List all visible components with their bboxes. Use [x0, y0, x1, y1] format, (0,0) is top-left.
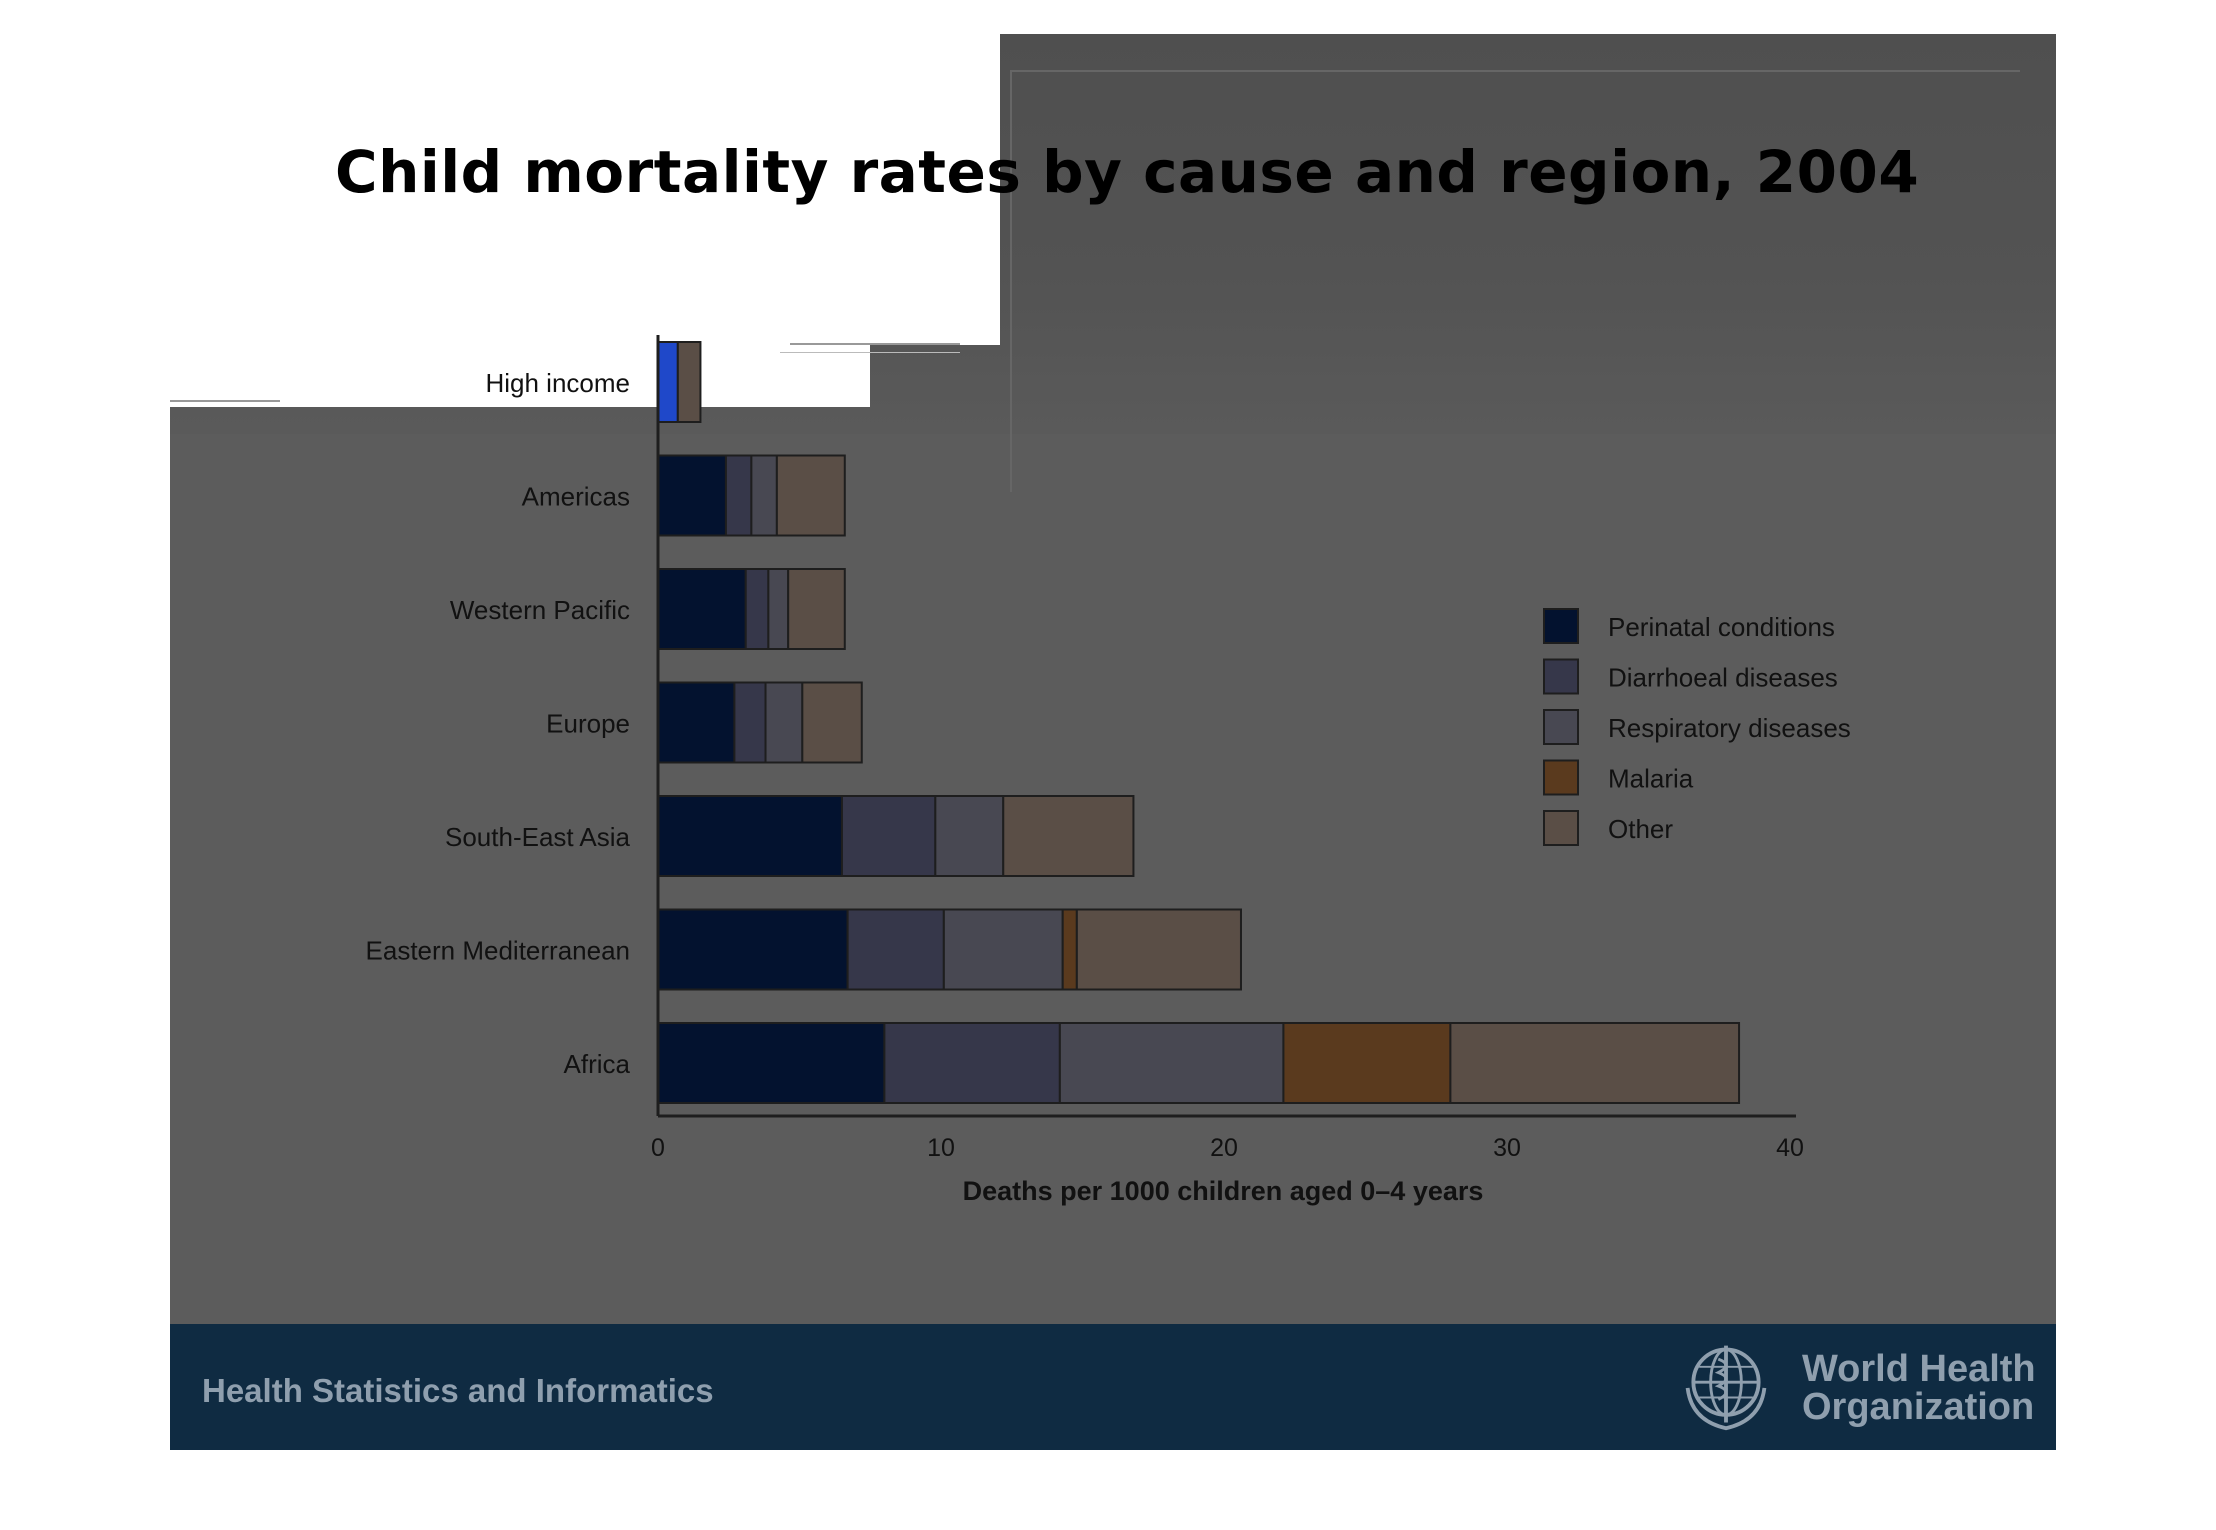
bar-segment — [744, 568, 770, 650]
white-overlay-strip — [0, 0, 170, 1530]
bar-segment — [657, 341, 679, 423]
bar-segment — [1002, 795, 1135, 877]
organization-name-line1: World Health — [1802, 1348, 2036, 1390]
slide-background — [170, 34, 2056, 1450]
category-label: Europe — [546, 709, 630, 739]
legend-swatch — [1543, 810, 1579, 846]
footer-title: Health Statistics and Informatics — [202, 1372, 714, 1409]
bar-segment — [787, 568, 846, 650]
category-label: South-East Asia — [445, 822, 631, 852]
x-axis-title: Deaths per 1000 children aged 0–4 years — [963, 1176, 1484, 1206]
organization-name-line2: Organization — [1802, 1386, 2035, 1428]
bar-segment — [1449, 1022, 1741, 1104]
bar-segment — [942, 908, 1064, 991]
legend-label: Other — [1608, 814, 1673, 844]
bar-segment — [775, 454, 846, 537]
category-label: Americas — [522, 482, 630, 512]
legend-label: Malaria — [1608, 764, 1694, 794]
bar-segment — [750, 454, 778, 537]
category-label: High income — [485, 368, 630, 398]
chart-title: Child mortality rates by cause and regio… — [335, 138, 1920, 206]
white-overlay-bottom — [0, 1450, 2216, 1530]
legend-swatch — [1543, 608, 1579, 644]
category-label: Africa — [564, 1049, 631, 1079]
organization-name: World Health Organization — [1802, 1350, 2036, 1426]
bar-segment — [801, 681, 863, 764]
x-tick-label: 10 — [927, 1134, 955, 1162]
bar-segment — [657, 568, 747, 650]
x-tick-label: 30 — [1493, 1134, 1521, 1162]
x-axis: 0 10 20 30 40 — [651, 335, 1804, 1162]
bar-segment — [676, 341, 702, 423]
bar-segment — [767, 568, 790, 650]
bar-segment — [657, 681, 736, 764]
bars-layer — [657, 341, 1741, 1104]
bar-segment — [1061, 908, 1078, 991]
category-label: Eastern Mediterranean — [366, 936, 630, 966]
bar-segment — [934, 795, 1005, 877]
legend-label: Respiratory diseases — [1608, 713, 1851, 743]
bar-segment — [846, 908, 945, 991]
legend-label: Diarrhoeal diseases — [1608, 663, 1838, 693]
x-tick-label: 40 — [1776, 1134, 1804, 1162]
slide-inner-frame — [1010, 70, 2020, 492]
bar-segment — [724, 454, 753, 537]
legend-label: Perinatal conditions — [1608, 612, 1835, 642]
bar-segment — [840, 795, 937, 877]
who-emblem-icon — [1685, 1345, 1767, 1431]
white-overlay-right — [2056, 0, 2216, 1530]
legend-swatch — [1543, 759, 1579, 796]
bar-segment — [1075, 908, 1242, 991]
bar-segment — [657, 454, 727, 537]
artifact-line — [780, 352, 960, 353]
x-tick-label: 20 — [1210, 1134, 1238, 1162]
legend: Perinatal conditions Diarrhoeal diseases R… — [1543, 608, 1851, 846]
x-tick-label: 0 — [651, 1134, 665, 1162]
artifact-line — [790, 343, 960, 345]
category-labels: High income Americas Western Pacific Europe… — [366, 368, 631, 1079]
legend-swatch — [1543, 709, 1579, 745]
bar-segment — [733, 681, 767, 764]
footer-bar: Health Statistics and Informatics World … — [170, 1324, 2056, 1450]
bar-segment — [1282, 1022, 1452, 1104]
legend-swatch — [1543, 658, 1579, 695]
bar-segment — [1058, 1022, 1285, 1104]
artifact-line — [170, 400, 280, 402]
category-label: Western Pacific — [450, 595, 630, 625]
bar-segment — [657, 1022, 886, 1104]
bar-segment — [764, 681, 804, 764]
bar-segment — [883, 1022, 1061, 1104]
bar-segment — [657, 795, 843, 877]
white-overlay-topbar — [0, 0, 2216, 34]
bar-segment — [657, 908, 849, 991]
